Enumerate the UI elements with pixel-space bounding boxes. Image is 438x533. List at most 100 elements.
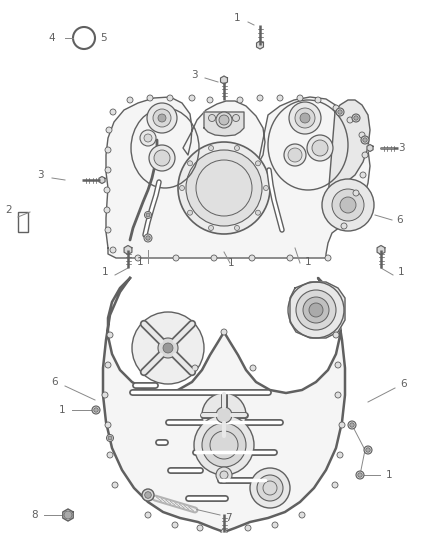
Text: 6: 6 — [396, 215, 403, 225]
Circle shape — [219, 115, 229, 125]
Circle shape — [167, 95, 173, 101]
Circle shape — [359, 132, 365, 138]
Circle shape — [197, 525, 203, 531]
Circle shape — [353, 190, 359, 196]
Circle shape — [194, 415, 254, 475]
Text: 3: 3 — [37, 170, 44, 180]
Circle shape — [296, 290, 336, 330]
Circle shape — [216, 112, 232, 128]
Circle shape — [207, 97, 213, 103]
Polygon shape — [99, 176, 105, 183]
Circle shape — [255, 161, 261, 166]
Circle shape — [300, 113, 310, 123]
Circle shape — [288, 282, 344, 338]
Circle shape — [284, 144, 306, 166]
Circle shape — [132, 312, 204, 384]
Circle shape — [149, 145, 175, 171]
Polygon shape — [257, 41, 264, 49]
Text: 1: 1 — [398, 267, 405, 277]
Circle shape — [64, 511, 72, 519]
Circle shape — [135, 255, 141, 261]
Circle shape — [94, 408, 98, 412]
Circle shape — [172, 522, 178, 528]
Circle shape — [173, 255, 179, 261]
Circle shape — [347, 117, 353, 123]
Circle shape — [158, 338, 178, 358]
Text: 4: 4 — [48, 33, 55, 43]
Circle shape — [354, 116, 358, 120]
Circle shape — [107, 452, 113, 458]
Circle shape — [233, 115, 240, 122]
Circle shape — [146, 236, 150, 240]
Circle shape — [234, 225, 240, 230]
Circle shape — [221, 329, 227, 335]
Circle shape — [332, 189, 364, 221]
Circle shape — [295, 108, 315, 128]
Circle shape — [153, 109, 171, 127]
Bar — [18, 212, 28, 232]
Circle shape — [288, 148, 302, 162]
Circle shape — [145, 212, 152, 219]
Circle shape — [158, 114, 166, 122]
Text: 8: 8 — [32, 510, 38, 520]
Circle shape — [333, 105, 339, 111]
Circle shape — [208, 146, 213, 150]
Circle shape — [356, 471, 364, 479]
Circle shape — [108, 436, 112, 440]
Circle shape — [105, 362, 111, 368]
Circle shape — [202, 393, 246, 437]
Circle shape — [104, 187, 110, 193]
Circle shape — [340, 197, 356, 213]
Circle shape — [341, 223, 347, 229]
Circle shape — [297, 95, 303, 101]
Circle shape — [307, 135, 333, 161]
Circle shape — [112, 482, 118, 488]
Circle shape — [147, 103, 177, 133]
Circle shape — [338, 110, 342, 114]
Circle shape — [350, 423, 354, 427]
Circle shape — [202, 423, 246, 467]
Text: 1: 1 — [386, 470, 392, 480]
Circle shape — [106, 434, 113, 441]
Circle shape — [303, 297, 329, 323]
Circle shape — [211, 255, 217, 261]
Text: 2: 2 — [5, 205, 12, 215]
Circle shape — [220, 471, 228, 479]
Circle shape — [145, 512, 151, 518]
Circle shape — [104, 207, 110, 213]
Circle shape — [110, 247, 116, 253]
Circle shape — [107, 332, 113, 338]
Circle shape — [180, 185, 184, 190]
Text: 5: 5 — [100, 33, 106, 43]
Circle shape — [322, 179, 374, 231]
Text: 1: 1 — [228, 258, 235, 268]
Bar — [0, 0, 438, 260]
Circle shape — [187, 161, 193, 166]
Circle shape — [250, 365, 256, 371]
Polygon shape — [328, 100, 370, 198]
Polygon shape — [367, 144, 373, 151]
Circle shape — [309, 303, 323, 317]
Circle shape — [360, 172, 366, 178]
Circle shape — [105, 167, 111, 173]
Circle shape — [146, 213, 150, 217]
Polygon shape — [124, 246, 132, 254]
Circle shape — [336, 108, 344, 116]
Circle shape — [142, 489, 154, 501]
Circle shape — [264, 185, 268, 190]
Circle shape — [287, 255, 293, 261]
Circle shape — [363, 138, 367, 142]
Text: 1: 1 — [136, 257, 143, 267]
Circle shape — [147, 95, 153, 101]
Circle shape — [145, 492, 151, 498]
Circle shape — [366, 448, 370, 452]
Polygon shape — [106, 97, 370, 258]
Circle shape — [339, 422, 345, 428]
Circle shape — [250, 468, 290, 508]
Circle shape — [257, 475, 283, 501]
Circle shape — [216, 407, 232, 423]
Circle shape — [192, 365, 198, 371]
Circle shape — [144, 134, 152, 142]
Circle shape — [249, 255, 255, 261]
Circle shape — [144, 234, 152, 242]
